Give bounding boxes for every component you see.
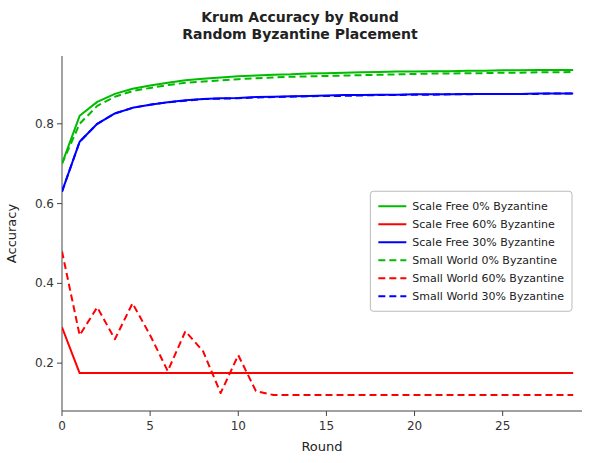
legend-swatch	[378, 205, 406, 207]
y-tick	[57, 283, 62, 284]
series-line	[62, 70, 573, 164]
x-tick-label: 15	[319, 419, 334, 433]
title-line: Random Byzantine Placement	[182, 26, 418, 42]
legend-swatch	[378, 241, 406, 243]
legend-label: Scale Free 60% Byzantine	[412, 218, 555, 231]
legend-label: Small World 30% Byzantine	[412, 290, 564, 303]
legend-box	[370, 191, 572, 311]
legend-swatch	[378, 259, 406, 261]
plot-area	[62, 70, 573, 395]
x-tick-label: 20	[407, 419, 422, 433]
y-axis-label: Accuracy	[4, 204, 19, 264]
y-tick-label: 0.6	[35, 197, 54, 211]
x-tick	[326, 411, 327, 416]
axes: 0 5 10 15 20 25 0.2 0.4 0.6 0.8	[35, 56, 582, 433]
y-tick-label: 0.2	[35, 356, 54, 370]
y-tick-label: 0.4	[35, 276, 54, 290]
series-line	[62, 93, 573, 191]
x-tick-label: 10	[231, 419, 246, 433]
y-tick	[57, 363, 62, 364]
series-line	[62, 93, 573, 191]
legend-swatch	[378, 277, 406, 279]
legend-swatch	[378, 223, 406, 225]
x-tick	[62, 411, 63, 416]
x-tick	[414, 411, 415, 416]
x-axis-line	[62, 411, 582, 412]
x-tick	[150, 411, 151, 416]
y-tick	[57, 123, 62, 124]
y-axis-line	[62, 56, 63, 411]
title-line: Krum Accuracy by Round	[201, 9, 399, 25]
x-tick-label: 5	[146, 419, 154, 433]
y-tick	[57, 203, 62, 204]
series-line	[62, 251, 573, 395]
legend-swatch	[378, 295, 406, 297]
legend-label: Small World 0% Byzantine	[412, 254, 557, 267]
x-tick	[502, 411, 503, 416]
title: Krum Accuracy by RoundRandom Byzantine P…	[182, 9, 418, 42]
series-line	[62, 327, 573, 373]
legend-label: Scale Free 30% Byzantine	[412, 236, 555, 249]
chart: Krum Accuracy by RoundRandom Byzantine P…	[0, 0, 600, 463]
x-tick-label: 25	[495, 419, 510, 433]
x-tick	[238, 411, 239, 416]
x-axis-label: Round	[301, 439, 342, 454]
series-line	[62, 72, 573, 164]
y-tick-label: 0.8	[35, 117, 54, 131]
legend-label: Small World 60% Byzantine	[412, 272, 564, 285]
legend-label: Scale Free 0% Byzantine	[412, 200, 548, 213]
legend: Scale Free 0% Byzantine Scale Free 60% By…	[370, 191, 572, 311]
x-tick-label: 0	[58, 419, 66, 433]
